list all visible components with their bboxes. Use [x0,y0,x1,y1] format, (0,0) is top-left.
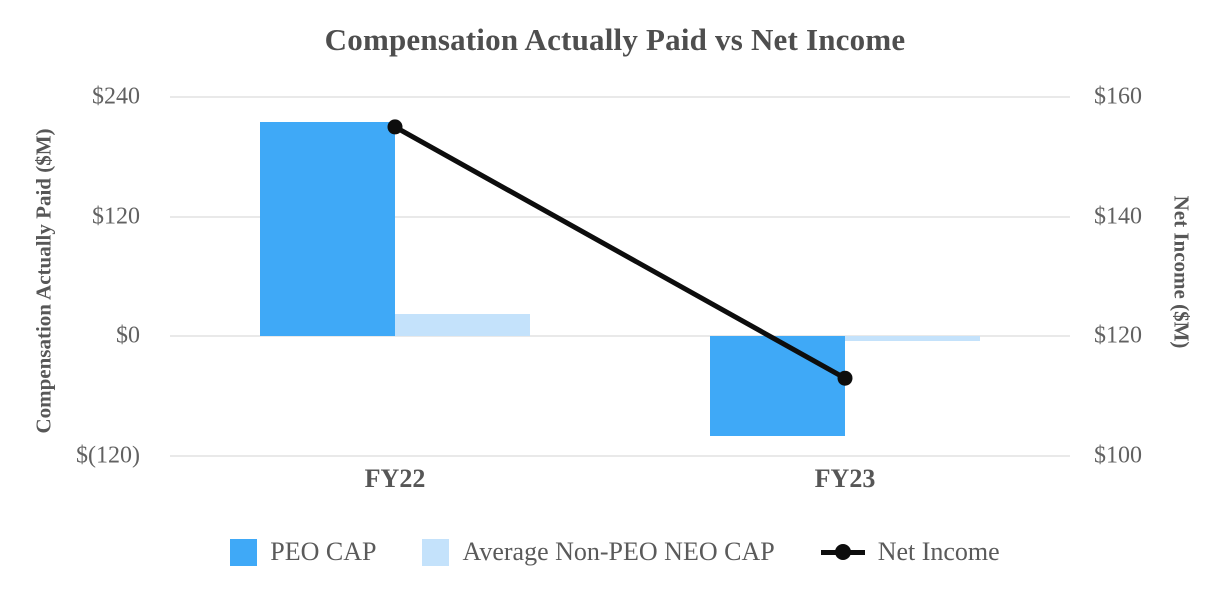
bar-average-non-peo-neo-cap-fy23 [845,336,980,342]
right-axis-tick-2: $120 [1094,322,1142,349]
bar-peo-cap-fy22 [260,121,395,337]
net-income-line-marker-icon [820,544,865,560]
bar-peo-cap-fy23 [710,336,845,437]
legend-item-peo-cap: PEO CAP [230,537,376,567]
bar-average-non-peo-neo-cap-fy22 [395,314,530,337]
left-axis-tick-2: $0 [116,322,140,349]
gridline-2 [170,335,1070,338]
legend-item-avg-non-peo-neo-cap: Average Non-PEO NEO CAP [422,537,775,567]
right-axis-tick-3: $100 [1094,442,1142,469]
right-axis-tick-0: $160 [1094,83,1142,110]
left-axis-tick-1: $120 [92,203,140,230]
line-layer [387,119,853,386]
net-income-line [393,124,847,381]
net-income-marker-fy23 [837,370,853,386]
peo-cap-swatch-icon [230,538,258,566]
x-axis-label-fy22: FY22 [364,464,426,493]
legend-label-peo-cap: PEO CAP [270,537,377,566]
right-axis-ticks: $160 $140 $120 $100 [1094,84,1204,469]
net-income-dot [834,544,851,560]
legend: PEO CAP Average Non-PEO NEO CAP Net Inco… [0,537,1230,567]
left-axis-ticks: $240 $120 $0 $(120) [0,84,140,469]
legend-label-avg-non-peo-neo-cap: Average Non-PEO NEO CAP [462,537,775,566]
gridline-0 [170,96,1070,98]
right-axis-tick-1: $140 [1094,203,1142,230]
avg-non-peo-neo-cap-swatch-icon [422,538,450,566]
plot-area [170,96,1070,457]
x-axis-labels: FY22 FY23 [170,464,1070,494]
net-income-marker-fy22 [387,119,403,135]
chart-title: Compensation Actually Paid vs Net Income [324,22,906,57]
x-axis-label-fy23: FY23 [814,464,876,493]
gridline-1 [170,215,1070,218]
gridline-3 [170,455,1070,457]
legend-item-net-income: Net Income [820,537,1000,567]
legend-label-net-income: Net Income [877,537,1000,566]
left-axis-tick-3: $(120) [76,442,140,469]
left-axis-tick-0: $240 [92,83,140,110]
